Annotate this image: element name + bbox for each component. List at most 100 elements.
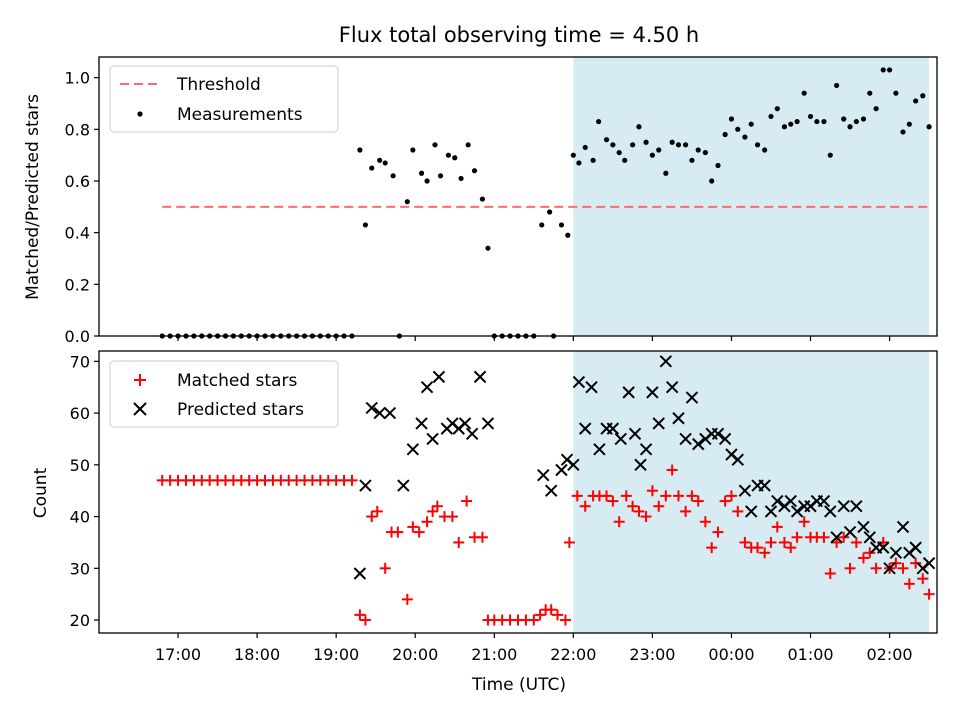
- predicted-star-point: [665, 381, 679, 394]
- ratio-x-ticks: [177, 336, 891, 341]
- matched-star-point: [579, 500, 591, 512]
- predicted-star-point: [585, 381, 598, 394]
- predicted-star-point: [652, 417, 665, 430]
- measurement-point: [663, 170, 669, 176]
- measurement-point: [709, 178, 715, 184]
- ratio-y-label: Matched/Predicted stars: [23, 94, 43, 300]
- predicted-star-point: [537, 468, 550, 482]
- predicted-star-point: [922, 556, 936, 570]
- matched-star-point: [831, 536, 843, 548]
- count-legend: Matched stars Predicted stars: [109, 360, 339, 428]
- matched-star-point: [897, 562, 909, 574]
- measurement-point: [576, 160, 582, 166]
- measurement-point: [847, 124, 853, 130]
- measurement-point: [742, 134, 748, 140]
- measurement-point: [794, 118, 800, 125]
- predicted-star-point: [738, 484, 752, 497]
- matched-star-point: [765, 536, 777, 548]
- measurement-point: [807, 113, 814, 120]
- matched-star-point: [725, 490, 737, 502]
- legend-measurements-label: Measurements: [177, 105, 303, 125]
- measurement-point: [722, 131, 728, 138]
- matched-star-point: [653, 500, 665, 512]
- predicted-star-point: [731, 453, 744, 466]
- measurement-point: [774, 106, 780, 112]
- measurement-point: [622, 157, 628, 163]
- predicted-star-point: [909, 541, 922, 554]
- matched-star-point: [640, 511, 652, 523]
- predicted-star-point: [555, 463, 568, 477]
- measurement-point: [437, 173, 444, 179]
- matched-star-point: [857, 552, 869, 564]
- measurement-point: [465, 142, 471, 148]
- matched-star-point: [571, 490, 583, 502]
- time-x-axis: 17:00 18:00 19:00 20:00 21:00 22:00 23:00 00:00…: [155, 633, 913, 664]
- matched-star-point: [607, 495, 619, 507]
- predicted-star-point: [672, 412, 685, 425]
- measurement-point: [748, 121, 754, 127]
- measurement-point: [920, 93, 926, 99]
- count-y-tick-label: 60: [70, 404, 90, 423]
- measurement-point: [590, 157, 596, 163]
- measurement-point: [357, 147, 363, 153]
- predicted-star-point: [837, 500, 850, 513]
- time-x-tick-label: 19:00: [313, 645, 359, 664]
- measurement-point: [880, 67, 886, 73]
- matched-star-point: [699, 516, 711, 528]
- measurement-point: [471, 168, 478, 174]
- measurement-point: [362, 222, 369, 228]
- measurement-point: [867, 90, 873, 96]
- measurement-point: [669, 139, 675, 145]
- predicted-star-point: [593, 443, 606, 456]
- measurement-point: [675, 142, 682, 148]
- matched-star-point: [910, 557, 922, 569]
- count-shaded-region: [573, 351, 930, 633]
- matched-star-point: [850, 536, 862, 548]
- measurement-point: [754, 142, 761, 148]
- predicted-star-point: [883, 562, 896, 575]
- measurement-point: [547, 209, 553, 215]
- matched-star-point: [660, 490, 672, 502]
- measurement-point: [762, 147, 768, 153]
- ratio-y-tick-label: 1.0: [65, 69, 90, 88]
- matched-star-point: [672, 490, 684, 502]
- measurement-point: [841, 116, 847, 122]
- matched-star-point: [366, 511, 378, 523]
- predicted-star-point: [764, 505, 778, 518]
- matched-star-point: [759, 547, 771, 559]
- matched-star-point: [692, 495, 704, 507]
- measurement-point: [886, 67, 893, 73]
- predicted-star-point: [692, 437, 705, 451]
- matched-star-point: [421, 516, 433, 528]
- count-panel: 20 30 40 50 60 70 17:00 18:00 19:00 20:00 21:00 22…: [31, 350, 938, 695]
- measurement-point: [735, 126, 741, 132]
- ratio-legend: Threshold Measurements: [109, 65, 339, 133]
- predicted-star-point: [628, 427, 642, 440]
- predicted-star-point: [718, 432, 732, 446]
- predicted-star-point: [397, 479, 410, 492]
- predicted-star-point: [622, 386, 635, 399]
- matched-star-point: [686, 490, 698, 502]
- predicted-star-point: [634, 458, 647, 472]
- matched-star-point: [401, 593, 413, 605]
- ratio-y-axis: 0.0 0.2 0.4 0.6 0.8 1.0: [65, 69, 99, 346]
- matched-star-point: [431, 500, 443, 512]
- measurement-point: [596, 118, 602, 125]
- measurement-point: [913, 98, 919, 104]
- predicted-star-point: [850, 500, 863, 513]
- predicted-star-point: [606, 422, 620, 435]
- measurement-point: [539, 222, 545, 228]
- count-y-tick-label: 20: [70, 611, 90, 630]
- measurement-point: [452, 155, 458, 161]
- matched-star-point: [877, 536, 889, 548]
- measurement-point: [781, 124, 788, 130]
- matched-star-point: [461, 495, 473, 507]
- ratio-shaded-region: [573, 57, 930, 336]
- measurement-point: [833, 82, 840, 89]
- measurement-point: [369, 165, 375, 171]
- matched-star-point: [719, 495, 731, 507]
- measurement-point: [404, 199, 410, 205]
- measurement-point: [558, 222, 565, 228]
- predicted-star-point: [415, 417, 428, 430]
- matched-star-point: [545, 604, 557, 616]
